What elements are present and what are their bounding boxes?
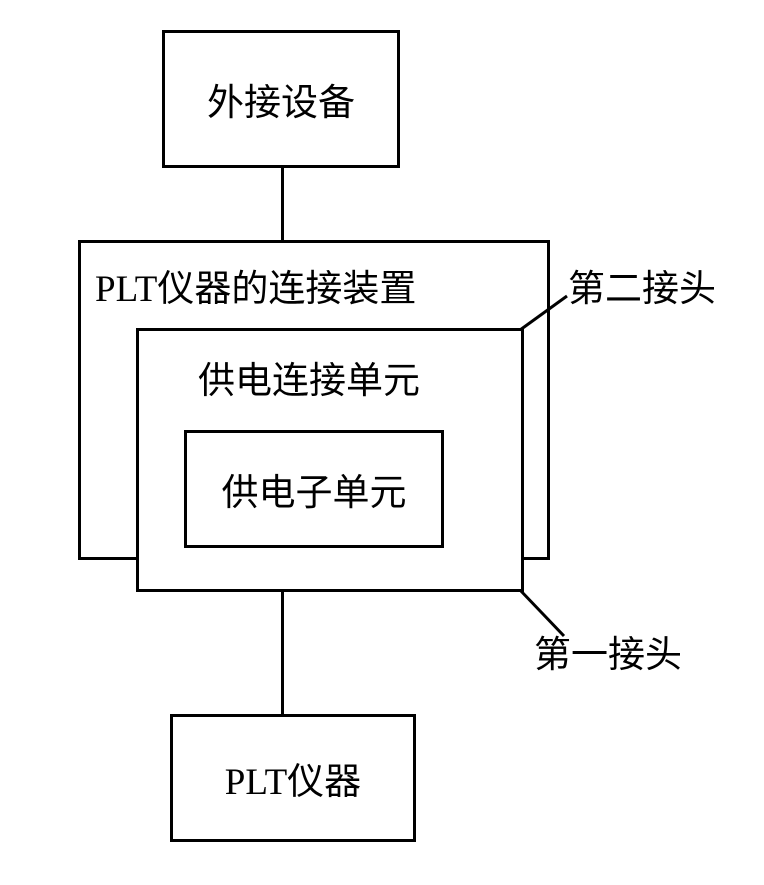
node-plt-instrument: PLT仪器 bbox=[170, 714, 416, 842]
node-ext-device: 外接设备 bbox=[162, 30, 400, 168]
connector-ext-to-plt bbox=[281, 168, 284, 240]
annotation-second-connector-label: 第二接头 bbox=[568, 258, 716, 312]
connector-plt-to-instrument bbox=[281, 592, 284, 714]
node-power-sub-unit-label: 供电子单元 bbox=[222, 462, 407, 516]
node-power-conn-unit-label: 供电连接单元 bbox=[198, 350, 420, 404]
node-plt-instrument-label: PLT仪器 bbox=[225, 751, 361, 805]
diagram-canvas: 外接设备 PLT仪器的连接装置 供电连接单元 供电子单元 PLT仪器 第二接头 … bbox=[0, 0, 764, 885]
node-ext-device-label: 外接设备 bbox=[207, 72, 355, 126]
annotation-first-connector-label: 第一接头 bbox=[534, 624, 682, 678]
node-plt-conn-device-label: PLT仪器的连接装置 bbox=[95, 258, 416, 312]
node-power-sub-unit: 供电子单元 bbox=[184, 430, 444, 548]
